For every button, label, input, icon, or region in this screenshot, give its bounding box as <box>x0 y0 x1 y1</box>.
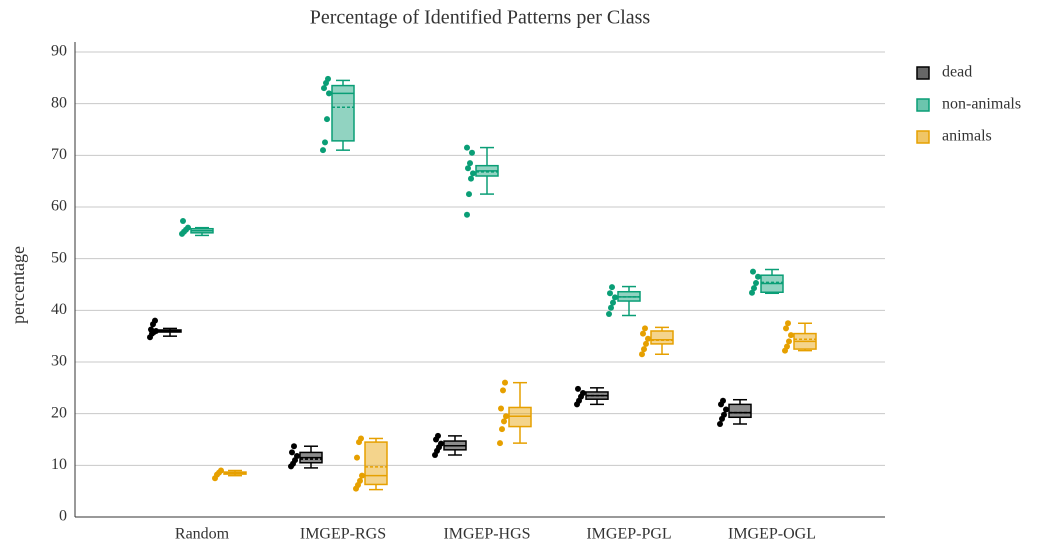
x-tick-label: IMGEP-OGL <box>728 526 816 543</box>
point <box>435 432 441 439</box>
legend-label: dead <box>942 64 972 81</box>
point <box>753 279 759 286</box>
point <box>185 224 191 231</box>
point <box>358 435 364 442</box>
y-tick-label: 10 <box>51 456 67 473</box>
legend-label: animals <box>942 128 992 145</box>
point <box>750 268 756 275</box>
point <box>606 310 612 317</box>
point <box>148 326 154 333</box>
point <box>498 405 504 412</box>
box <box>331 84 355 142</box>
point <box>580 390 586 396</box>
point <box>324 116 330 123</box>
point <box>640 330 646 337</box>
point <box>785 320 791 327</box>
x-tick-label: IMGEP-PGL <box>586 526 671 543</box>
legend-swatch <box>916 130 930 144</box>
y-tick-label: 70 <box>51 146 67 163</box>
point <box>717 421 723 427</box>
point <box>468 175 474 182</box>
point <box>645 335 651 342</box>
point <box>464 211 470 218</box>
point <box>218 467 224 474</box>
chart-title: Percentage of Identified Patterns per Cl… <box>310 7 651 29</box>
y-tick-label: 20 <box>51 404 67 421</box>
legend-swatch <box>916 66 930 80</box>
legend-swatch <box>916 98 930 112</box>
point <box>470 170 476 177</box>
point <box>291 443 297 450</box>
point <box>610 299 616 306</box>
point <box>467 160 473 167</box>
legend-label: non-animals <box>942 96 1021 113</box>
point <box>723 406 729 413</box>
point <box>749 289 755 296</box>
y-tick-label: 90 <box>51 43 67 60</box>
y-tick-label: 80 <box>51 94 67 111</box>
point <box>609 284 615 291</box>
y-tick-label: 40 <box>51 301 67 318</box>
point <box>325 75 331 82</box>
point <box>500 387 506 394</box>
point <box>641 346 647 353</box>
point <box>438 440 444 447</box>
y-tick-label: 50 <box>51 249 67 266</box>
point <box>642 325 648 332</box>
point <box>503 413 509 420</box>
point <box>783 325 789 332</box>
box <box>364 441 388 486</box>
point <box>326 90 332 97</box>
point <box>720 397 726 404</box>
point <box>721 411 727 418</box>
point <box>294 453 300 460</box>
point <box>786 338 792 345</box>
point <box>466 191 472 198</box>
point <box>608 304 614 311</box>
point <box>607 290 613 297</box>
point <box>469 149 475 156</box>
point <box>612 294 618 301</box>
point <box>497 440 503 447</box>
point <box>751 285 757 292</box>
point <box>575 385 581 392</box>
point <box>643 340 649 347</box>
y-tick-label: 30 <box>51 353 67 370</box>
point <box>502 379 508 386</box>
box <box>728 403 752 419</box>
point <box>359 472 365 479</box>
point <box>788 332 794 339</box>
x-tick-label: IMGEP-HGS <box>443 526 530 543</box>
point <box>322 139 328 146</box>
point <box>354 454 360 461</box>
point <box>499 426 505 433</box>
point <box>152 317 158 324</box>
point <box>321 85 327 92</box>
y-axis-label: percentage <box>8 246 28 324</box>
point <box>464 144 470 151</box>
point <box>357 477 363 484</box>
point <box>320 147 326 154</box>
point <box>755 273 761 280</box>
point <box>153 328 159 334</box>
x-tick-label: IMGEP-RGS <box>300 526 386 543</box>
point <box>180 217 186 224</box>
y-tick-label: 0 <box>59 508 67 525</box>
box <box>508 406 532 428</box>
point <box>501 418 507 425</box>
point <box>784 343 790 350</box>
point <box>639 351 645 358</box>
y-tick-label: 60 <box>51 198 67 215</box>
point <box>289 449 295 456</box>
box <box>650 330 674 345</box>
point <box>465 165 471 172</box>
x-tick-label: Random <box>175 526 230 543</box>
